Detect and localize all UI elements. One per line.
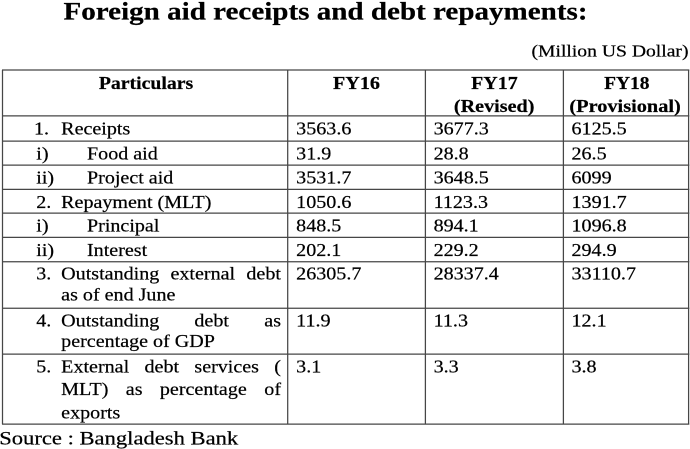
svg-text:debt: debt xyxy=(246,263,281,283)
svg-text:MLT): MLT) xyxy=(61,379,108,400)
svg-text:202.1: 202.1 xyxy=(296,240,341,260)
svg-text:12.1: 12.1 xyxy=(572,310,607,330)
svg-text:percentage: percentage xyxy=(160,379,247,399)
svg-text:31.9: 31.9 xyxy=(296,144,331,164)
svg-text:3563.6: 3563.6 xyxy=(296,119,351,139)
svg-text:229.2: 229.2 xyxy=(434,240,479,260)
svg-text:Food aid: Food aid xyxy=(87,144,158,164)
svg-text:Repayment (MLT): Repayment (MLT) xyxy=(61,192,211,213)
svg-text:33110.7: 33110.7 xyxy=(572,263,637,283)
svg-text:6099: 6099 xyxy=(572,168,612,188)
svg-text:26305.7: 26305.7 xyxy=(296,263,361,283)
svg-text:services: services xyxy=(194,356,259,376)
svg-text:3677.3: 3677.3 xyxy=(434,119,489,139)
svg-text:Outstanding: Outstanding xyxy=(61,310,159,330)
svg-text:debt: debt xyxy=(145,356,180,376)
svg-text:Source : Bangladesh Bank: Source : Bangladesh Bank xyxy=(0,429,239,449)
svg-text:894.1: 894.1 xyxy=(434,216,479,236)
svg-text:3.3: 3.3 xyxy=(434,356,459,376)
svg-text:(Provisional): (Provisional) xyxy=(569,96,680,117)
svg-text:(: ( xyxy=(274,356,281,377)
svg-text:11.3: 11.3 xyxy=(434,310,468,330)
svg-text:FY16: FY16 xyxy=(333,73,380,93)
svg-text:debt: debt xyxy=(194,310,229,330)
svg-text:1050.6: 1050.6 xyxy=(296,192,351,212)
svg-text:Particulars: Particulars xyxy=(99,73,193,93)
svg-text:as: as xyxy=(264,310,281,330)
svg-text:(Million US Dollar): (Million US Dollar) xyxy=(532,42,689,61)
svg-text:11.9: 11.9 xyxy=(296,310,330,330)
svg-text:28.8: 28.8 xyxy=(434,144,469,164)
svg-text:Receipts: Receipts xyxy=(61,119,130,139)
svg-text:26.5: 26.5 xyxy=(572,144,607,164)
svg-text:External: External xyxy=(61,356,129,376)
svg-text:4.: 4. xyxy=(36,310,51,330)
svg-text:external: external xyxy=(171,263,236,283)
svg-text:as of end June: as of end June xyxy=(61,285,175,305)
svg-text:3.8: 3.8 xyxy=(572,356,597,376)
svg-text:3531.7: 3531.7 xyxy=(296,168,351,188)
svg-text:1096.8: 1096.8 xyxy=(572,216,627,236)
svg-text:1123.3: 1123.3 xyxy=(434,192,488,212)
svg-text:of: of xyxy=(264,379,281,399)
svg-text:28337.4: 28337.4 xyxy=(434,263,499,283)
svg-text:Project aid: Project aid xyxy=(87,168,173,188)
svg-text:2.: 2. xyxy=(36,192,51,212)
svg-text:ii): ii) xyxy=(36,240,54,261)
svg-text:3648.5: 3648.5 xyxy=(434,168,489,188)
svg-text:3.1: 3.1 xyxy=(296,356,321,376)
svg-text:percentage of GDP: percentage of GDP xyxy=(61,331,215,351)
svg-text:1391.7: 1391.7 xyxy=(572,192,627,212)
svg-text:(Revised): (Revised) xyxy=(454,96,535,117)
svg-text:ii): ii) xyxy=(36,168,54,189)
svg-text:FY18: FY18 xyxy=(604,73,649,93)
svg-text:Outstanding: Outstanding xyxy=(61,263,159,283)
svg-text:Principal: Principal xyxy=(87,216,159,236)
svg-text:1.: 1. xyxy=(34,119,49,139)
svg-text:3.: 3. xyxy=(36,263,51,283)
svg-text:Interest: Interest xyxy=(87,240,147,260)
svg-text:294.9: 294.9 xyxy=(572,240,617,260)
svg-text:i): i) xyxy=(36,144,48,165)
svg-text:as: as xyxy=(126,379,143,399)
svg-text:848.5: 848.5 xyxy=(296,216,341,236)
svg-text:i): i) xyxy=(36,216,48,237)
svg-text:5.: 5. xyxy=(36,356,51,376)
svg-text:Foreign aid receipts and debt: Foreign aid receipts and debt repayments… xyxy=(64,0,588,26)
svg-text:FY17: FY17 xyxy=(471,73,518,93)
svg-text:exports: exports xyxy=(61,402,120,422)
svg-text:6125.5: 6125.5 xyxy=(572,119,627,139)
